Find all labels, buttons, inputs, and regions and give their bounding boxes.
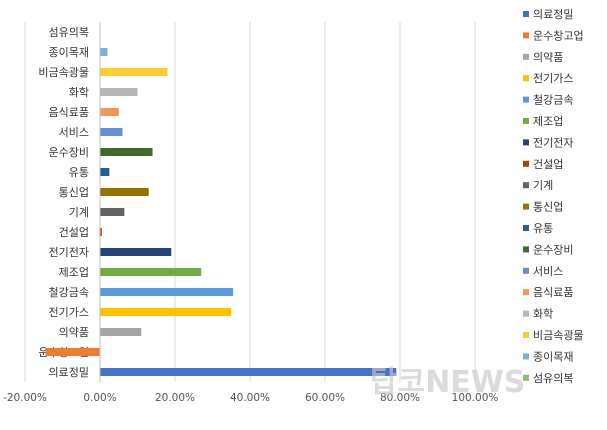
category-label: 음식료품	[49, 106, 89, 119]
x-tick-label: 0.00%	[83, 392, 116, 404]
legend-swatch	[523, 353, 529, 360]
legend-label: 종이목재	[533, 350, 573, 363]
category-label: 섬유의복	[49, 26, 89, 39]
x-tick-label: -20.00%	[3, 392, 47, 404]
legend-label: 섬유의복	[533, 372, 573, 385]
x-tick-label: 40.00%	[230, 392, 270, 404]
legend-swatch	[523, 96, 529, 103]
bar-비금속광물	[100, 68, 168, 76]
legend-label: 전기가스	[533, 72, 573, 85]
category-label: 제조업	[59, 266, 89, 279]
bar-기계	[100, 208, 125, 216]
legend-swatch	[523, 374, 529, 381]
legend-label: 화학	[533, 308, 553, 321]
x-axis-ticks: -20.00% 0.00% 20.00% 40.00% 60.00% 80.00% 100.…	[3, 392, 498, 404]
legend: 의료정밀운수창고업의약품전기가스철강금속제조업전기전자건설업기계통신업유통운수장…	[523, 8, 584, 385]
bar-종이목재	[100, 48, 108, 56]
watermark-text: 탑코NEWS	[370, 365, 526, 400]
bar-운수창고업	[45, 348, 100, 356]
legend-swatch	[523, 267, 529, 274]
category-label: 건설업	[59, 226, 89, 239]
category-label: 유통	[69, 166, 89, 179]
legend-label: 운수창고업	[533, 29, 584, 42]
category-label: 기계	[69, 206, 89, 219]
legend-label: 유통	[533, 222, 553, 235]
x-tick-label: 60.00%	[305, 392, 345, 404]
legend-label: 제조업	[533, 115, 563, 128]
bar-의약품	[100, 328, 142, 336]
category-label: 화학	[69, 86, 89, 99]
legend-label: 의약품	[533, 50, 563, 64]
category-label: 의약품	[59, 325, 89, 339]
bar-제조업	[100, 268, 202, 276]
x-tick-label: 20.00%	[155, 392, 195, 404]
legend-label: 건설업	[533, 158, 563, 171]
legend-swatch	[523, 53, 529, 60]
legend-label: 통신업	[533, 201, 563, 214]
legend-swatch	[523, 118, 529, 124]
legend-swatch	[523, 289, 529, 296]
legend-swatch	[523, 139, 529, 146]
legend-label: 전기전자	[533, 136, 573, 149]
category-label: 비금속광물	[38, 66, 89, 79]
bar-유통	[100, 168, 110, 176]
legend-swatch	[523, 32, 529, 39]
legend-swatch	[523, 246, 529, 253]
bar-건설업	[100, 228, 102, 236]
legend-swatch	[523, 203, 529, 210]
bars	[45, 48, 397, 376]
bar-화학	[100, 88, 138, 96]
legend-swatch	[523, 310, 529, 317]
category-label: 의료정밀	[49, 366, 89, 379]
category-label: 서비스	[59, 126, 89, 139]
category-labels: 의료정밀운수창고업의약품전기가스철강금속제조업전기전자건설업기계통신업유통운수장…	[38, 26, 89, 379]
bar-운수장비	[100, 148, 153, 156]
category-label: 종이목재	[49, 46, 89, 59]
legend-swatch	[523, 332, 529, 338]
legend-label: 음식료품	[533, 286, 573, 299]
bar-통신업	[100, 188, 149, 196]
legend-swatch	[523, 160, 529, 167]
legend-label: 의료정밀	[533, 8, 573, 21]
bar-전기전자	[100, 248, 172, 256]
category-label: 철강금속	[49, 286, 89, 299]
legend-swatch	[523, 11, 529, 17]
legend-label: 기계	[533, 179, 553, 192]
legend-label: 운수장비	[533, 243, 573, 256]
legend-label: 서비스	[533, 265, 563, 278]
bar-철강금속	[100, 288, 234, 296]
category-label: 운수장비	[49, 146, 89, 159]
x-tick-label: 100.00%	[452, 392, 499, 404]
category-label: 전기가스	[49, 306, 89, 319]
bar-의료정밀	[100, 368, 397, 376]
x-tick-label: 80.00%	[380, 392, 420, 404]
category-label: 전기전자	[49, 246, 89, 259]
legend-label: 비금속광물	[533, 329, 584, 342]
legend-label: 철강금속	[533, 94, 573, 107]
gridlines	[24, 22, 476, 382]
bar-전기가스	[100, 308, 232, 316]
bar-음식료품	[100, 108, 119, 116]
category-label: 통신업	[59, 186, 89, 199]
legend-swatch	[523, 182, 529, 189]
legend-swatch	[523, 75, 529, 82]
legend-swatch	[523, 225, 529, 231]
bar-서비스	[100, 128, 123, 136]
